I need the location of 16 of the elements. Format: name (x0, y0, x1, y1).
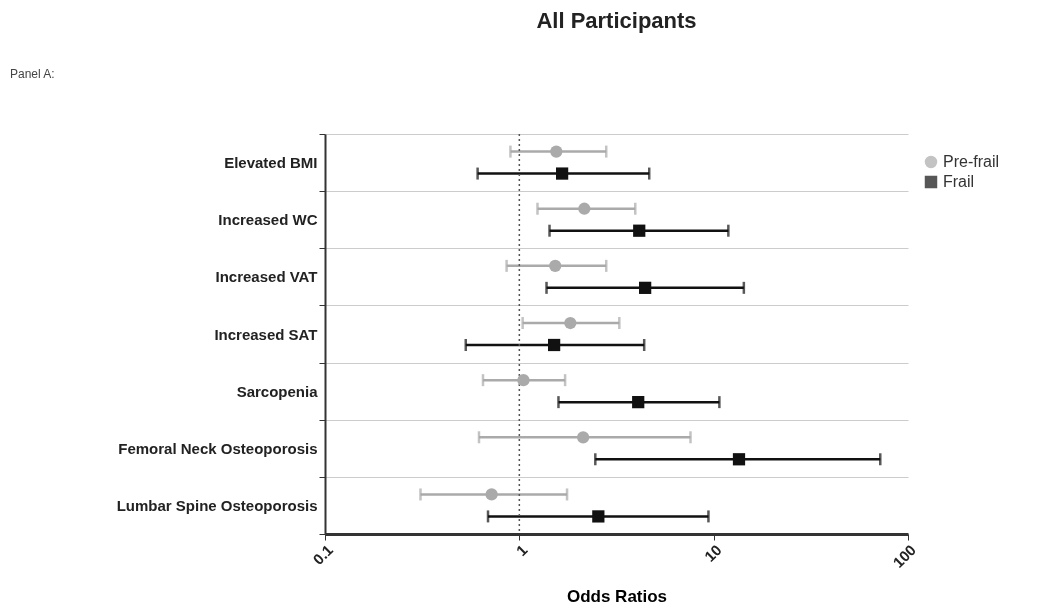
text: Panel A: (10, 67, 55, 81)
x-axis-title: Odds Ratios (566, 586, 668, 606)
chart-title: All Participants (536, 8, 697, 33)
legend-label: Pre-frail (943, 153, 1000, 170)
y-tick-label: Increased VAT (215, 268, 318, 286)
y-tick-label: Lumbar Spine Osteoporosis (116, 496, 318, 514)
y-tick-label: Sarcopenia (236, 382, 319, 400)
x-tick-label: 1 (512, 541, 531, 560)
y-tick-label: Increased WC (218, 211, 318, 229)
y-tick-label: Increased SAT (214, 325, 318, 343)
x-tick-label: 0.1 (309, 541, 337, 568)
y-tick-label: Femoral Neck Osteoporosis (118, 439, 318, 457)
legend-label: Frail (943, 173, 975, 190)
x-tick-label: 100 (889, 541, 920, 571)
x-tick-label: 10 (700, 541, 725, 565)
y-tick-label: Elevated BMI (224, 154, 318, 172)
